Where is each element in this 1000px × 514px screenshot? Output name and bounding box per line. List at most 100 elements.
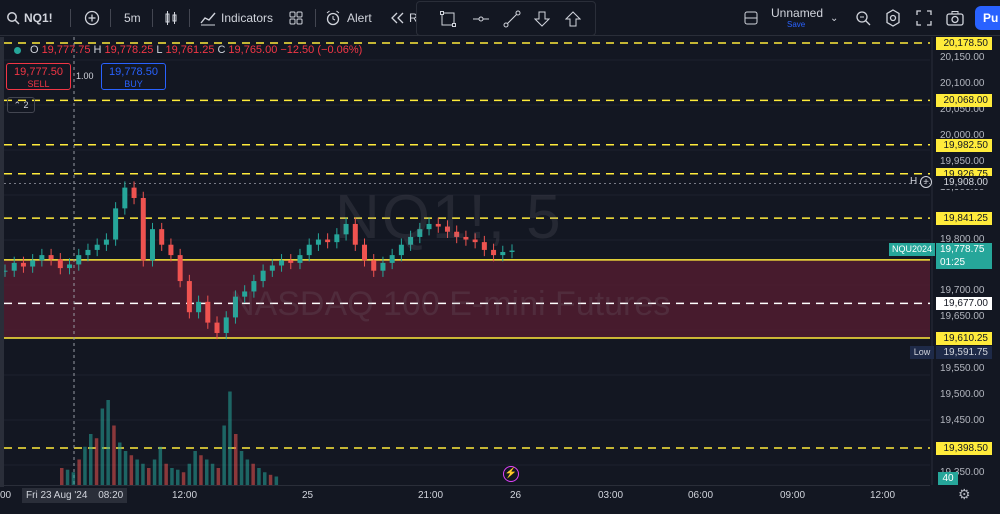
current-symbol-tag: NQU2024 — [889, 243, 935, 256]
compare-symbol-button[interactable] — [84, 0, 100, 36]
candle-body — [149, 229, 155, 261]
snapshot-button[interactable] — [946, 0, 964, 36]
candle-body — [362, 244, 368, 261]
camera-icon — [946, 11, 964, 26]
trend-line-tool[interactable] — [503, 1, 521, 37]
candle-body — [352, 223, 358, 245]
arrow-down-tool[interactable] — [534, 1, 550, 37]
candle-body — [140, 197, 146, 261]
rectangle-icon — [440, 11, 456, 27]
time-tick-label: 26 — [510, 490, 522, 501]
high-value: 19,778.25 — [104, 44, 154, 56]
divider — [152, 9, 153, 27]
volume-bar — [118, 442, 122, 485]
volume-bar — [112, 425, 116, 485]
candle-body — [196, 301, 202, 313]
low-value-label: 19,591.75 — [936, 346, 992, 359]
market-open-dot-icon — [14, 46, 21, 54]
candles-icon — [165, 11, 177, 25]
fullscreen-button[interactable] — [916, 0, 932, 36]
volume-bar — [100, 408, 105, 485]
buy-button[interactable]: 19,778.50 BUY — [101, 63, 166, 90]
price-tick-label: 19,450.00 — [940, 415, 985, 427]
close-value: 19,765.00 — [228, 44, 278, 56]
rectangle-tool[interactable] — [439, 1, 457, 37]
volume-bar — [199, 455, 203, 485]
search-icon — [6, 11, 20, 25]
time-tick-label: 03:00 — [598, 490, 624, 501]
candle-body — [205, 301, 211, 323]
sell-price: 19,777.50 — [14, 66, 63, 78]
layout-name-label: Unnamed — [771, 6, 824, 20]
candle-body — [371, 260, 377, 271]
arrow-up-tool[interactable] — [565, 1, 581, 37]
volume-bar — [251, 463, 255, 485]
chevron-up-icon: ⌃ — [13, 100, 24, 110]
price-tick-label: 20,000.00 — [940, 129, 985, 141]
candle-body — [334, 234, 340, 243]
time-axis-settings-gear-icon[interactable]: ⚙ — [958, 486, 971, 502]
chevron-down-icon[interactable]: ⌄ — [830, 12, 839, 24]
volume-bar — [83, 446, 87, 485]
level-price-label: 19,841.25 — [936, 212, 992, 226]
volume-bar — [268, 474, 273, 485]
high-tag: H — [910, 176, 918, 187]
settings-button[interactable] — [884, 0, 902, 36]
add-alert-plus-icon[interactable]: + — [920, 176, 932, 188]
candle-body — [122, 187, 128, 209]
symbol-search[interactable]: NQ1! — [6, 0, 53, 36]
description-watermark: NASDAQ 100 E-mini Futures — [230, 285, 671, 323]
volume-bar — [176, 469, 180, 485]
volume-bar — [234, 434, 238, 485]
symbol-label: NQ1! — [24, 11, 53, 25]
interval-button[interactable]: 5m — [124, 11, 141, 25]
indicators-icon — [200, 10, 216, 26]
volume-bar — [106, 400, 110, 485]
price-tick-label: 19,950.00 — [940, 155, 985, 167]
trend-line-icon — [503, 10, 521, 28]
quick-search-button[interactable] — [854, 0, 872, 36]
indicators-label: Indicators — [221, 11, 274, 25]
time-axis[interactable] — [0, 485, 930, 514]
volume-bar — [205, 459, 209, 485]
candle-body — [325, 239, 331, 243]
candle-body — [113, 208, 119, 240]
publish-button[interactable]: Pu — [975, 6, 1000, 30]
candle-body — [76, 255, 82, 265]
buy-price: 19,778.50 — [109, 66, 158, 78]
volume-bar — [210, 463, 215, 485]
layout-name[interactable]: Unnamed Save — [771, 7, 823, 30]
volume-bar — [141, 463, 145, 485]
volume-bar — [216, 468, 221, 485]
volume-bar — [274, 476, 279, 485]
candle-body — [30, 260, 36, 267]
candle-body — [20, 262, 26, 267]
sell-button[interactable]: 19,777.50 SELL — [6, 63, 71, 90]
cursor-date: Fri 23 Aug '24 — [26, 490, 88, 501]
indicators-button[interactable]: Indicators — [200, 0, 273, 36]
spread-value: 1.00 — [76, 71, 94, 81]
volume-bar — [135, 459, 139, 485]
indicators-collapse-toggle[interactable]: ⌃ 2 — [7, 97, 35, 113]
price-chart-canvas[interactable] — [0, 37, 1000, 513]
replay-button[interactable]: R — [390, 0, 418, 36]
current-price: 19,778.75 — [940, 244, 985, 255]
lightning-event-icon[interactable]: ⚡ — [503, 466, 519, 482]
candle-body — [11, 262, 17, 271]
candle-body — [251, 281, 257, 292]
templates-button[interactable] — [288, 0, 304, 36]
horizontal-line-tool[interactable] — [472, 1, 490, 37]
alert-button[interactable]: Alert — [325, 0, 372, 36]
layout-panel-button[interactable] — [743, 0, 759, 36]
level-price-label: 19,982.50 — [936, 138, 992, 152]
chart-type-button[interactable] — [163, 0, 179, 36]
volume-bar — [239, 451, 244, 485]
divider — [189, 9, 190, 27]
candle-body — [260, 270, 266, 282]
divider — [315, 9, 316, 27]
candle-body — [85, 249, 91, 256]
candle-body — [279, 260, 285, 266]
time-tick-label: 00 — [0, 490, 12, 501]
candle-body — [159, 229, 165, 245]
candle-body — [297, 255, 303, 263]
